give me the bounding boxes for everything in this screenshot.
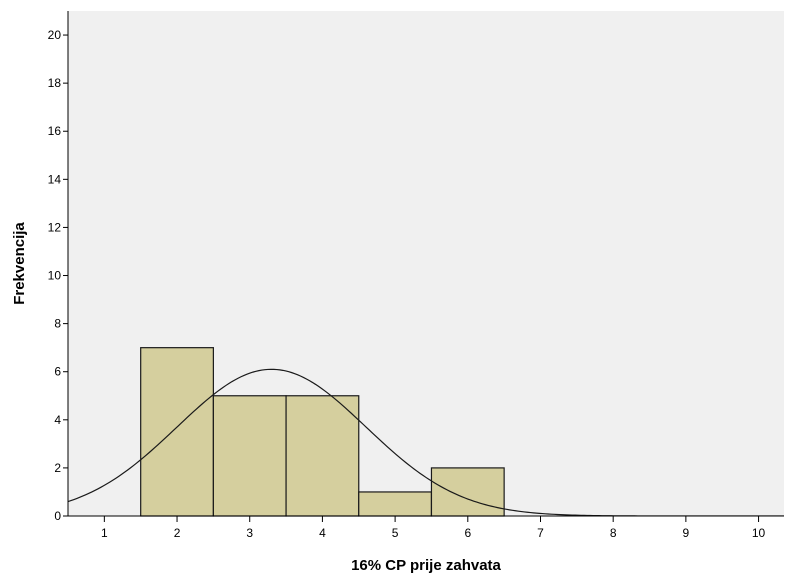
y-tick-label: 2 bbox=[54, 461, 61, 475]
histogram-bar bbox=[213, 396, 286, 516]
x-tick-label: 5 bbox=[392, 526, 399, 540]
y-tick-label: 18 bbox=[48, 76, 62, 90]
x-tick-label: 9 bbox=[683, 526, 690, 540]
x-tick-label: 7 bbox=[537, 526, 544, 540]
histogram-bar bbox=[141, 348, 214, 516]
y-tick-label: 14 bbox=[48, 172, 62, 186]
x-tick-label: 1 bbox=[101, 526, 108, 540]
y-tick-label: 8 bbox=[54, 317, 61, 331]
x-tick-label: 4 bbox=[319, 526, 326, 540]
x-tick-label: 3 bbox=[246, 526, 253, 540]
y-tick-label: 4 bbox=[54, 413, 61, 427]
y-tick-label: 10 bbox=[48, 269, 62, 283]
y-tick-label: 16 bbox=[48, 124, 62, 138]
histogram-bar bbox=[431, 468, 504, 516]
y-tick-label: 12 bbox=[48, 220, 62, 234]
x-tick-label: 2 bbox=[174, 526, 181, 540]
y-tick-label: 0 bbox=[54, 509, 61, 523]
x-tick-label: 8 bbox=[610, 526, 617, 540]
y-axis-ticks: 0 2 4 6 8 10 12 14 16 18 20 bbox=[48, 28, 68, 523]
x-tick-label: 10 bbox=[752, 526, 766, 540]
histogram-bar bbox=[286, 396, 359, 516]
y-tick-label: 20 bbox=[48, 28, 62, 42]
x-axis-title: 16% CP prije zahvata bbox=[351, 557, 501, 574]
y-tick-label: 6 bbox=[54, 365, 61, 379]
y-axis-title: Frekvencija bbox=[11, 222, 28, 305]
x-axis-ticks: 1 2 3 4 5 6 7 8 9 10 bbox=[101, 516, 766, 540]
histogram-bar bbox=[359, 492, 432, 516]
x-tick-label: 6 bbox=[464, 526, 471, 540]
